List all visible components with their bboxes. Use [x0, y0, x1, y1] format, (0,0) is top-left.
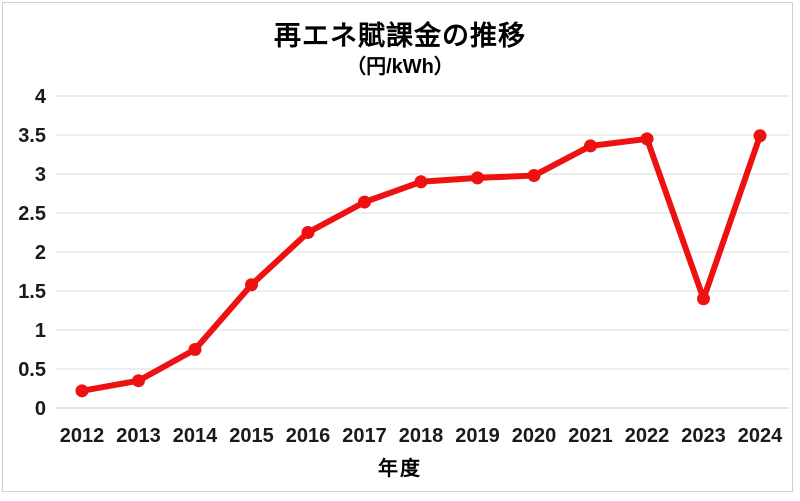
x-tick-label: 2016	[286, 425, 331, 447]
data-point-2017	[358, 195, 371, 209]
data-point-2012	[75, 384, 89, 398]
chart-subtitle: （円/kWh）	[346, 56, 454, 78]
data-point-2021	[584, 139, 597, 153]
y-tick-label: 3.5	[18, 125, 46, 147]
data-point-2013	[132, 374, 145, 388]
data-point-2014	[188, 343, 202, 356]
x-tick-label: 2017	[342, 425, 387, 447]
y-tick-label: 3	[35, 164, 46, 186]
x-tick-label: 2023	[681, 425, 726, 447]
y-tick-label: 4	[35, 86, 47, 108]
x-tick-label: 2013	[116, 425, 161, 447]
y-tick-label: 1	[35, 320, 46, 342]
x-tick-label: 2021	[568, 425, 613, 447]
y-tick-label: 0.5	[18, 359, 46, 381]
x-tick-label: 2024	[738, 425, 783, 447]
x-tick-label: 2020	[512, 425, 557, 447]
chart-border-frame	[2, 2, 793, 492]
data-point-2022	[640, 132, 654, 146]
x-tick-label: 2022	[625, 425, 670, 447]
y-tick-label: 0	[35, 398, 46, 420]
data-point-2023	[697, 292, 710, 306]
y-tick-label: 2	[35, 242, 46, 264]
y-tick-label: 2.5	[18, 203, 46, 225]
data-point-2019	[471, 171, 484, 185]
data-point-2020	[527, 169, 541, 183]
y-tick-label: 1.5	[18, 281, 46, 303]
x-tick-label: 2015	[229, 425, 274, 447]
data-point-2018	[414, 175, 428, 189]
x-tick-label: 2014	[173, 425, 218, 447]
x-tick-label: 2012	[60, 425, 105, 447]
data-point-2015	[245, 278, 258, 292]
x-tick-label: 2018	[399, 425, 444, 447]
x-axis-title: 年度	[378, 458, 422, 480]
data-point-2024	[753, 129, 767, 143]
data-point-2016	[301, 226, 315, 239]
x-tick-label: 2019	[455, 425, 500, 447]
chart-title: 再エネ賦課金の推移	[274, 21, 526, 51]
